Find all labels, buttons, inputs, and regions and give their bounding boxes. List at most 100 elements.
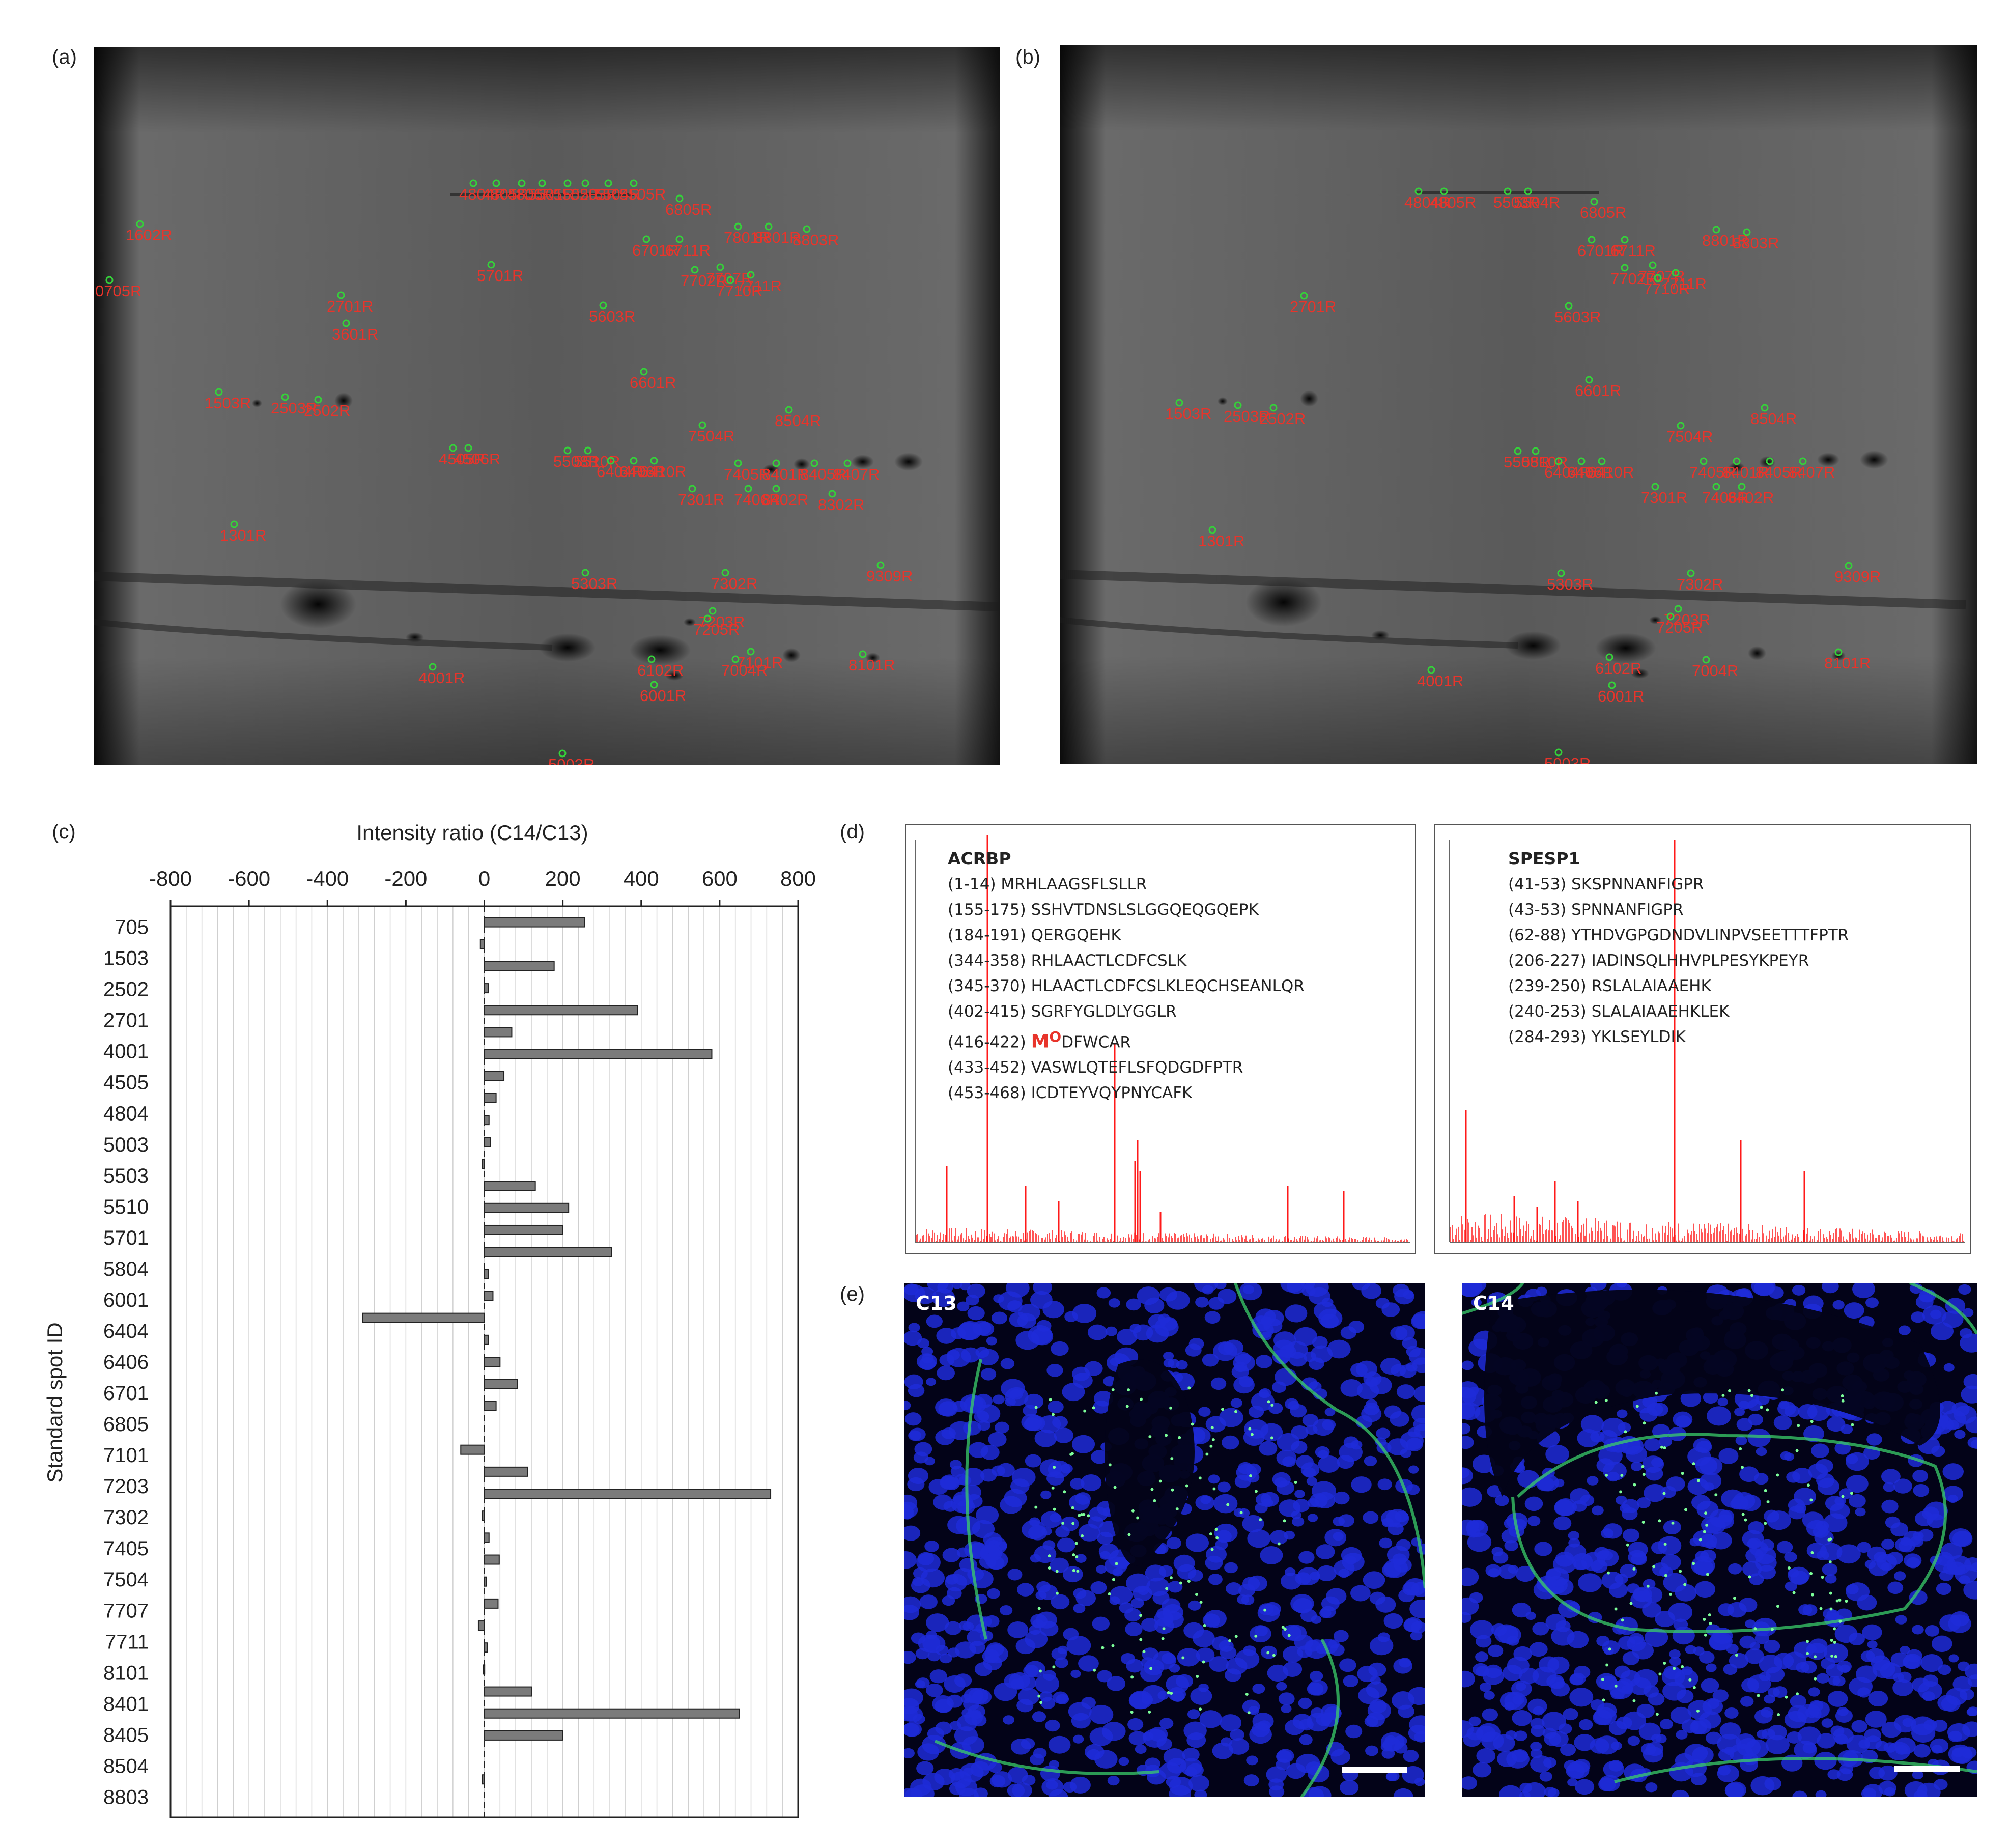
nucleus [1230, 1729, 1244, 1741]
nucleus [1878, 1765, 1898, 1781]
scale-bar [1894, 1766, 1960, 1772]
nucleus [1676, 1730, 1688, 1740]
nucleus [1393, 1788, 1413, 1797]
green-dot [1806, 1483, 1810, 1487]
spot-marker [785, 406, 793, 414]
x-tick-label: -800 [149, 866, 192, 890]
gel-spot: 7301R [1641, 483, 1687, 507]
nucleus [1943, 1363, 1955, 1372]
nucleus [1107, 1776, 1120, 1786]
gel-image-a: 4804R 4805R 4806R 5501R 5502R 5503R 5504R 5505R… [94, 47, 1000, 765]
green-dot [1199, 1707, 1202, 1711]
nucleus [1790, 1695, 1806, 1708]
nucleus [904, 1525, 921, 1541]
green-dot [1187, 1580, 1191, 1583]
spot-label: 5510R [574, 453, 620, 470]
stain-fiber [1462, 1283, 1524, 1315]
nucleus [1324, 1408, 1336, 1416]
green-dot [1245, 1693, 1249, 1696]
stain-fiber [1511, 1433, 1947, 1633]
nucleus [1298, 1551, 1315, 1564]
nucleus [1087, 1324, 1108, 1340]
nucleus [1539, 1656, 1560, 1673]
green-dot [1708, 1613, 1711, 1617]
green-dot [1792, 1591, 1796, 1594]
green-dot [1115, 1562, 1118, 1565]
gel-spot: 6601R [630, 368, 676, 391]
nucleus [1075, 1492, 1091, 1505]
nucleus [1217, 1481, 1231, 1493]
green-dot [1254, 1634, 1258, 1638]
green-dot [1053, 1507, 1056, 1511]
spot-marker [703, 614, 712, 623]
nucleus [1545, 1444, 1569, 1464]
nucleus [1251, 1722, 1270, 1737]
nucleus [1663, 1520, 1681, 1535]
bar [484, 1137, 491, 1147]
nucleus [1954, 1430, 1966, 1439]
nucleus [1816, 1550, 1829, 1561]
green-dot [1830, 1654, 1834, 1658]
spot-marker [1557, 569, 1565, 577]
gel-spot: 4001R [418, 663, 465, 687]
nucleus [1105, 1326, 1118, 1336]
green-dot [1052, 1413, 1055, 1416]
nucleus [1363, 1571, 1385, 1589]
green-dot [1632, 1567, 1636, 1571]
bar [484, 1291, 494, 1301]
stain-fiber [1614, 1757, 1977, 1783]
nucleus [1519, 1791, 1531, 1797]
nucleus [1462, 1422, 1471, 1435]
nucleus [1577, 1429, 1600, 1447]
green-dot [1038, 1669, 1042, 1673]
nucleus [977, 1404, 1001, 1423]
nucleus [1107, 1676, 1126, 1691]
nucleus [1666, 1476, 1685, 1492]
spot-label: 4804R [1404, 193, 1451, 211]
peptide-list-acrbp: ACRBP (1-14) MRHLAAGSFLSLLR (155-175) SSH… [948, 846, 1305, 1106]
nucleus [1363, 1511, 1379, 1524]
spot-label: 5502R [553, 185, 600, 203]
green-dot [1169, 1406, 1173, 1410]
bar-chart: Intensity ratio (C14/C13) Standard spot … [43, 821, 816, 1818]
nucleus [1050, 1513, 1061, 1523]
nucleus [972, 1320, 992, 1336]
nucleus [1622, 1507, 1638, 1521]
bar [484, 1049, 713, 1059]
stain-fiber [1300, 1638, 1340, 1797]
gel-spot: 7301R [678, 485, 724, 509]
nucleus [1283, 1661, 1303, 1677]
gel-spot: 6711R [1610, 236, 1656, 260]
green-dot [1744, 1518, 1747, 1522]
nucleus [1651, 1541, 1667, 1554]
green-dot [1692, 1686, 1696, 1689]
spot-marker [1532, 447, 1540, 455]
spot-marker [1702, 656, 1710, 664]
y-tick-label: 7707 [103, 1600, 149, 1622]
green-dot [1179, 1581, 1182, 1585]
spot-marker [1208, 526, 1216, 534]
y-tick-label: 4505 [103, 1072, 149, 1094]
ms-spectrum-acrbp: ACRBP (1-14) MRHLAAGSFLSLLR (155-175) SSH… [905, 824, 1416, 1254]
x-tick-label: 0 [478, 866, 490, 890]
gel-spot: 5505R [619, 179, 666, 203]
oxidation-mark: O [1049, 1028, 1062, 1045]
green-dot [1074, 1542, 1078, 1545]
spot-marker [731, 655, 740, 663]
green-dot [1248, 1427, 1252, 1431]
nucleus [1060, 1516, 1079, 1531]
nucleus [1960, 1333, 1977, 1353]
spot-label: 5303R [571, 575, 617, 593]
nucleus [1553, 1516, 1572, 1531]
green-dot [1195, 1592, 1199, 1596]
nucleus [928, 1478, 949, 1495]
green-dot [1646, 1584, 1650, 1588]
spot-label: 8504R [1750, 410, 1797, 428]
green-dot [1226, 1503, 1230, 1506]
spot-marker [1700, 457, 1708, 465]
nucleus [1180, 1758, 1202, 1776]
spot-label: 1301R [220, 526, 266, 544]
nucleus [1271, 1381, 1287, 1393]
spot-label: 7504R [1666, 428, 1713, 445]
y-tick-label: 5503 [103, 1165, 149, 1187]
